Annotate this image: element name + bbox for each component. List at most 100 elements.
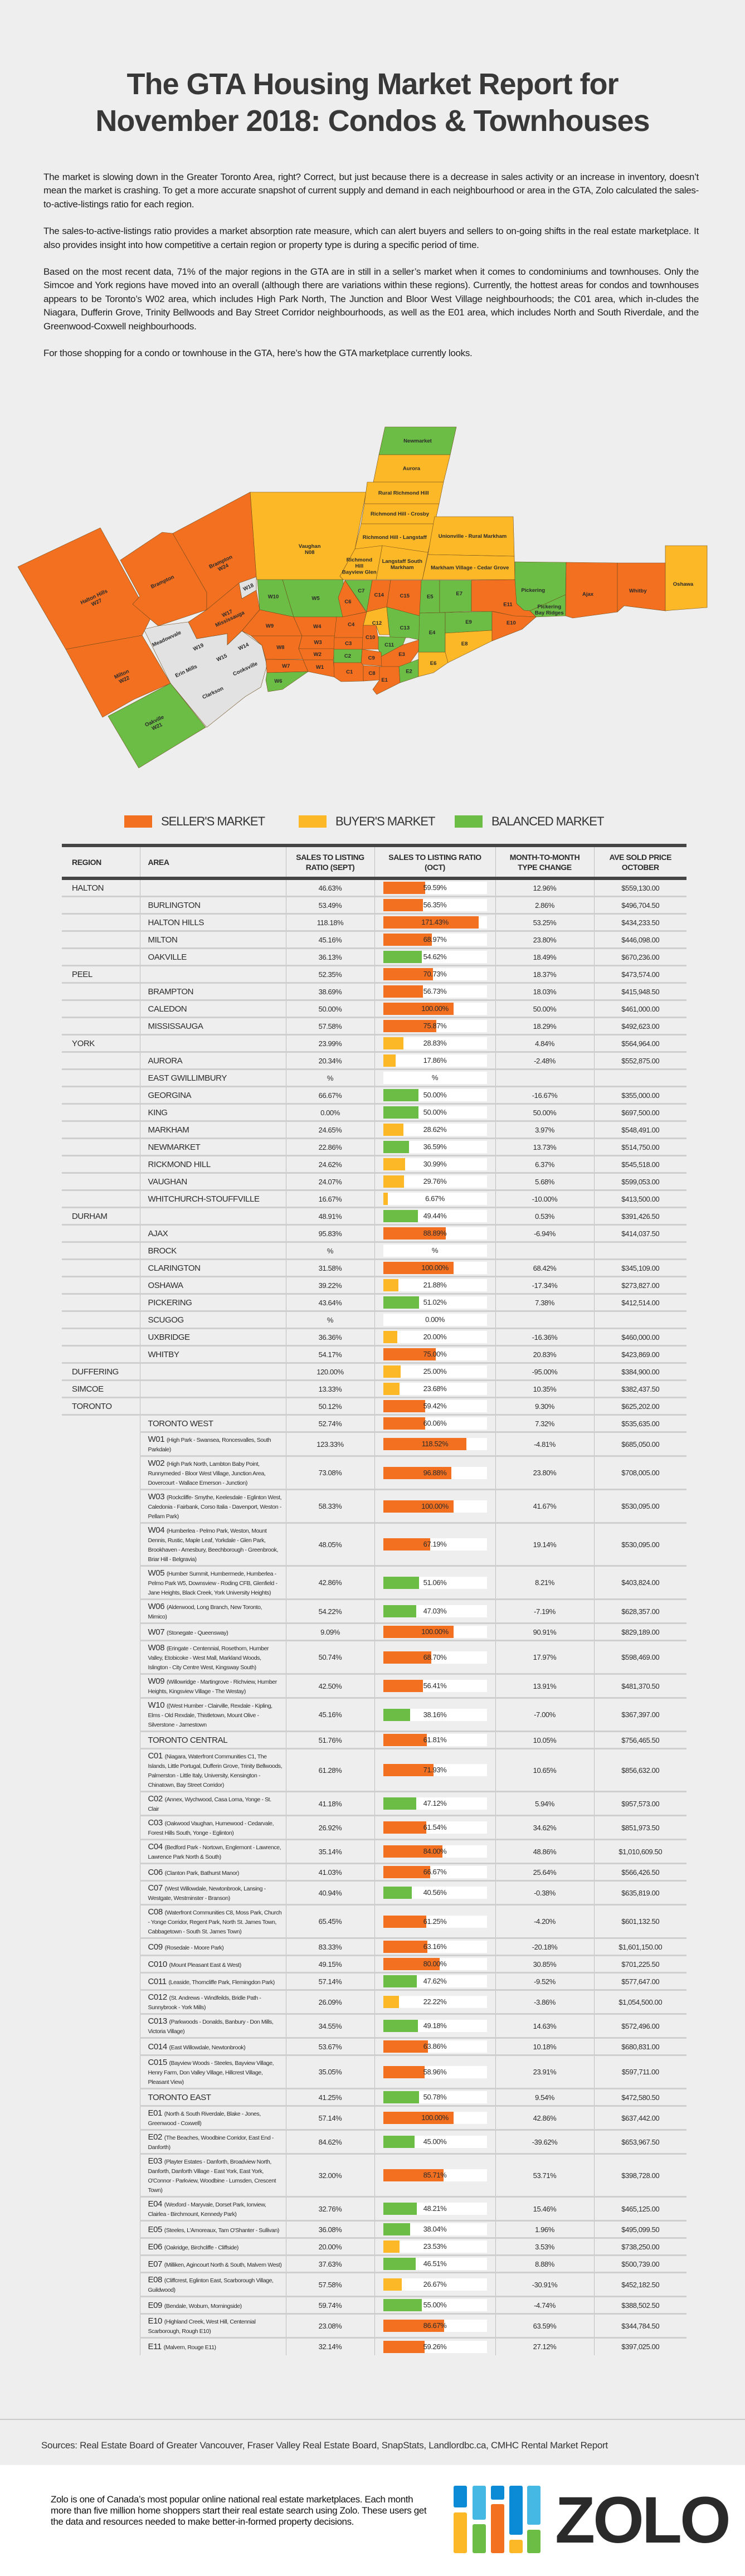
- change-cell: 8.88%: [495, 2255, 594, 2273]
- table-row: C010 (Mount Pleasant East & West) 49.15% 8…: [62, 1955, 686, 1974]
- sept-ratio-cell: 35.05%: [285, 2055, 374, 2089]
- change-cell: -0.38%: [495, 1880, 594, 1906]
- ratio-bar-label: 36.59%: [423, 1143, 447, 1151]
- area-cell: W10 ((West Humber - Clairville, Rexdale …: [139, 1698, 286, 1732]
- map-region-label: Pickering: [521, 587, 545, 594]
- area-description: (Waterfront Communities C8, Moss Park, C…: [148, 1909, 282, 1935]
- ratio-bar-label: 58.96%: [423, 2067, 447, 2076]
- ratio-bar: 68.97%: [383, 934, 487, 946]
- ratio-bar: 36.59%: [383, 1141, 487, 1153]
- ratio-bar-label: 28.83%: [423, 1039, 447, 1047]
- area-description: (High Park - Swansea, Roncesvalles, Sout…: [148, 1437, 271, 1453]
- ratio-bar-label: 0.00%: [425, 1315, 445, 1324]
- change-cell: 14.63%: [495, 2014, 594, 2039]
- change-cell: 10.65%: [495, 1748, 594, 1792]
- table-row: BRAMPTON 38.69% 56.73% 18.03% $415,948.50: [62, 983, 686, 1001]
- change-cell: -7.00%: [495, 1698, 594, 1732]
- area-cell: BROCK: [139, 1242, 286, 1260]
- ratio-bar: 85.71%: [383, 2169, 487, 2181]
- ratio-bar-label: 171.43%: [421, 918, 449, 926]
- change-cell: 1.96%: [495, 2220, 594, 2239]
- region-cell: [62, 1121, 140, 1139]
- region-cell: TORONTO: [62, 1397, 140, 1416]
- ratio-bar: 38.16%: [383, 1708, 487, 1721]
- ratio-bar: 61.81%: [383, 1734, 487, 1746]
- oct-ratio-cell: 28.62%: [374, 1121, 495, 1139]
- table-row: YORK 23.99% 28.83% 4.84% $564,964.00: [62, 1034, 686, 1053]
- map-region-label: E1: [381, 677, 388, 683]
- oct-ratio-cell: 63.86%: [374, 2038, 495, 2056]
- area-description: (Clanton Park, Bathurst Manor): [164, 1869, 240, 1877]
- sept-ratio-cell: 36.13%: [285, 948, 374, 966]
- oct-ratio-cell: 59.42%: [374, 1397, 495, 1416]
- region-cell: [62, 2314, 140, 2338]
- logo-bar: [491, 2486, 504, 2500]
- map-region-label: E11: [503, 602, 513, 608]
- map-region-label: E4: [429, 630, 436, 636]
- map-region-label: Aurora: [403, 466, 421, 472]
- oct-ratio-cell: 23.53%: [374, 2238, 495, 2256]
- table-row: C013 (Parkwoods - Donalds, Banbury - Don…: [62, 2014, 686, 2039]
- price-cell: $495,099.50: [593, 2220, 686, 2239]
- table-row: C03 (Oakwood Vaughan, Humewood - Cedarva…: [62, 1815, 686, 1840]
- sept-ratio-cell: 32.14%: [285, 2337, 374, 2355]
- area-cell: E03 (Playter Estates - Danforth, Broadvi…: [139, 2154, 286, 2198]
- region-cell: [62, 1973, 140, 1990]
- oct-ratio-cell: 68.70%: [374, 1640, 495, 1675]
- price-cell: $413,500.00: [593, 1190, 686, 1208]
- area-cell: C013 (Parkwoods - Donalds, Banbury - Don…: [139, 2014, 286, 2039]
- ratio-bar: 50.00%: [383, 1089, 487, 1101]
- region-cell: [62, 1816, 140, 1840]
- region-cell: DURHAM: [62, 1207, 140, 1226]
- ratio-bar: 67.19%: [383, 1538, 487, 1551]
- map-region-label: E7: [456, 591, 462, 597]
- ratio-bar-label: 63.16%: [423, 1942, 447, 1951]
- region-cell: SIMCOE: [62, 1380, 140, 1398]
- ratio-bar: 28.83%: [383, 1037, 487, 1049]
- map-region: [445, 630, 493, 663]
- area-name: C06: [148, 1867, 163, 1877]
- area-name: C011: [148, 1976, 167, 1986]
- area-cell: MILTON: [139, 931, 286, 949]
- oct-ratio-cell: 48.21%: [374, 2196, 495, 2222]
- map-region-label: C11: [384, 642, 395, 648]
- region-cell: [62, 1052, 140, 1070]
- price-cell: $273,827.00: [593, 1276, 686, 1295]
- ratio-bar: 0.00%: [383, 1314, 487, 1326]
- area-cell: VAUGHAN: [139, 1173, 286, 1191]
- table-row: MISSISSAUGA 57.58% 75.87% 18.29% $492,623.00: [62, 1017, 686, 1036]
- table-row: W01 (High Park - Swansea, Roncesvalles, …: [62, 1432, 686, 1457]
- ratio-bar-label: 54.62%: [423, 952, 447, 961]
- oct-ratio-cell: 80.00%: [374, 1955, 495, 1974]
- table-row: CALEDON 50.00% 100.00% 50.00% $461,000.00: [62, 1000, 686, 1018]
- oct-ratio-cell: 71.93%: [374, 1748, 495, 1792]
- ratio-bar-label: 47.62%: [423, 1977, 447, 1985]
- table-row: TORONTO CENTRAL 51.76% 61.81% 10.05% $756,46…: [62, 1731, 686, 1749]
- price-cell: $708,005.00: [593, 1456, 686, 1490]
- map-region-label: Markham Village - Cedar Grove: [431, 565, 509, 571]
- ratio-bar-label: 80.00%: [423, 1960, 447, 1968]
- table-row: HALTON 46.63% 59.59% 12.96% $559,130.00: [62, 878, 686, 897]
- table-row: DUFFERING 120.00% 25.00% -95.00% $384,900.00: [62, 1363, 686, 1381]
- ratio-bar: 55.00%: [383, 2299, 487, 2311]
- area-description: (Humberlea - Pelmo Park, Weston, Mount D…: [148, 1528, 279, 1563]
- ratio-bar-label: %: [431, 1246, 439, 1255]
- map-region-label: C6: [344, 599, 351, 605]
- ratio-bar-fill: [383, 1941, 428, 1953]
- oct-ratio-cell: 30.99%: [374, 1155, 495, 1174]
- ratio-bar: 88.89%: [383, 1227, 487, 1240]
- sources-text: Sources: Real Estate Board of Greater Va…: [41, 2440, 608, 2451]
- ratio-bar-label: 45.00%: [423, 2137, 447, 2146]
- region-cell: [62, 2256, 140, 2273]
- table-row: W03 (Rockcliffe- Smythe, Keelesdale - Eg…: [62, 1489, 686, 1524]
- ratio-bar: 50.78%: [383, 2091, 487, 2103]
- area-cell: E04 (Wexford - Maryvale, Dorset Park, Io…: [139, 2196, 286, 2222]
- ratio-bar: 61.25%: [383, 1915, 487, 1928]
- area-cell: C012 (St. Andrews - Windfeilds, Bridle P…: [139, 1990, 286, 2015]
- ratio-bar-label: 30.99%: [423, 1160, 447, 1168]
- legend-swatch-seller: [124, 815, 152, 828]
- region-cell: [62, 1456, 140, 1490]
- price-cell: $597,711.00: [593, 2055, 686, 2089]
- area-name: C012: [148, 1992, 168, 2002]
- sept-ratio-cell: 83.33%: [285, 1938, 374, 1956]
